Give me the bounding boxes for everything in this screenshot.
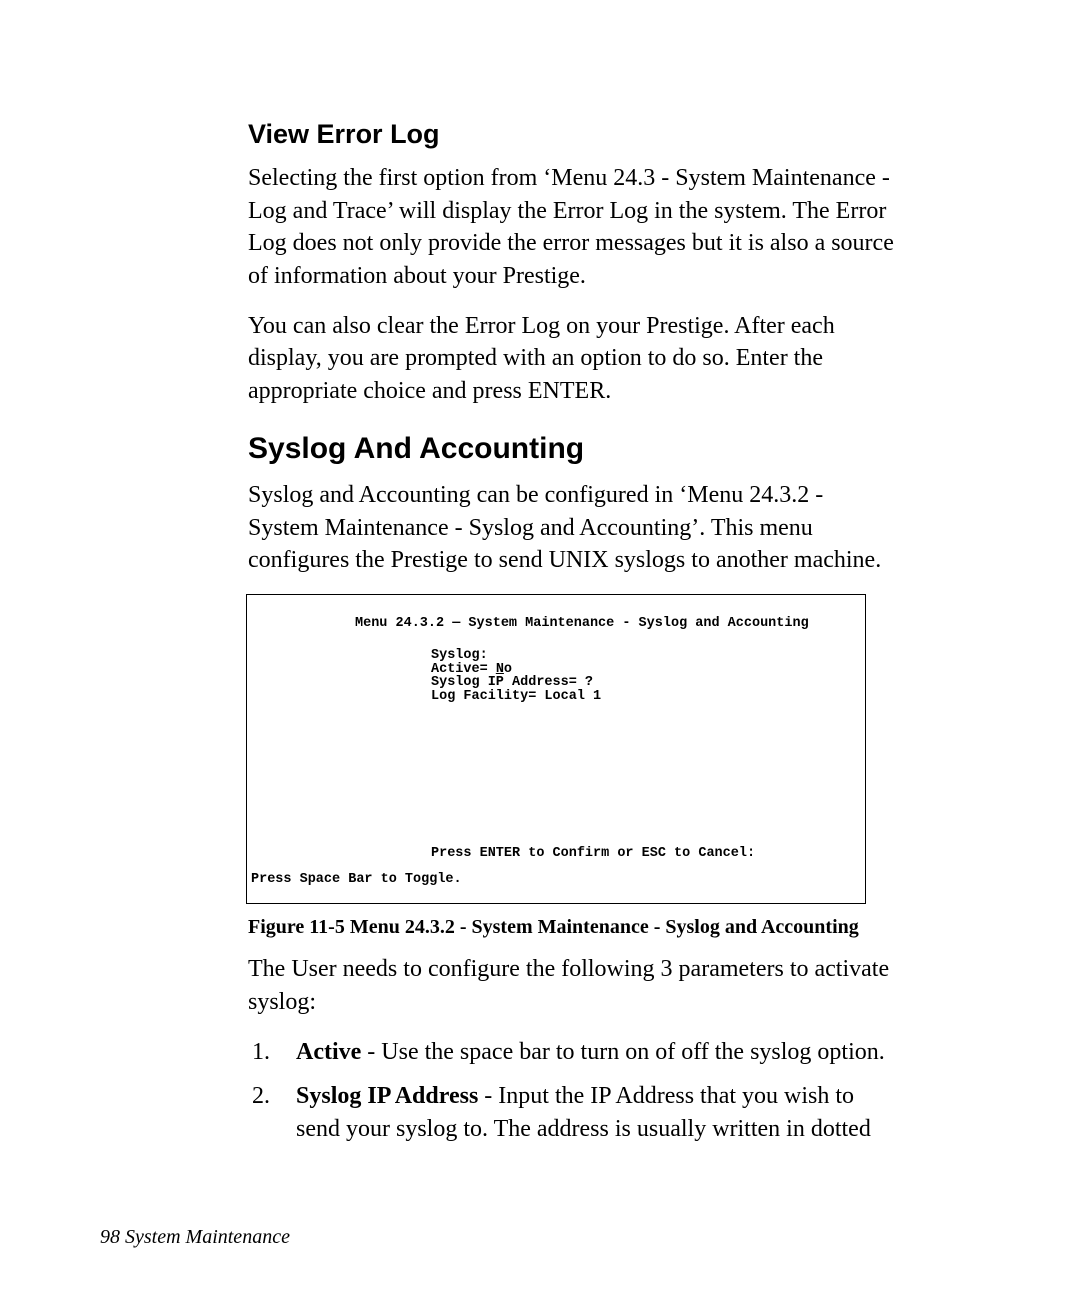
figure-title-line: Menu 24.3.2 — System Maintenance - Syslo… — [355, 617, 809, 631]
list-item-syslog-ip-bold: Syslog IP Address — [296, 1083, 478, 1109]
figure-title-suffix: System Maintenance - Syslog and Accounti… — [460, 616, 808, 631]
list-item-active-bold: Active — [296, 1039, 361, 1065]
para-view-error-log-2: You can also clear the Error Log on your… — [248, 310, 898, 407]
content-column: View Error Log Selecting the first optio… — [248, 118, 898, 1157]
figure-confirm-line: Press ENTER to Confirm or ESC to Cancel: — [431, 847, 755, 861]
heading-view-error-log: View Error Log — [248, 118, 898, 150]
parameter-list: Active - Use the space bar to turn on of… — [248, 1036, 898, 1145]
list-item-syslog-ip: Syslog IP Address - Input the IP Address… — [248, 1080, 898, 1145]
figure-body: Syslog: Active= No Syslog IP Address= ? … — [431, 649, 601, 703]
figure-footer-line: Press Space Bar to Toggle. — [251, 873, 462, 887]
list-item-active: Active - Use the space bar to turn on of… — [248, 1036, 898, 1068]
para-after-figure: The User needs to configure the followin… — [248, 953, 898, 1018]
page-footer-label: System Maintenance — [120, 1226, 290, 1248]
page: View Error Log Selecting the first optio… — [0, 0, 1080, 1311]
heading-syslog-accounting: Syslog And Accounting — [248, 431, 898, 467]
figure-title-prefix: Menu 24.3.2 — [355, 616, 452, 631]
list-item-active-rest: - Use the space bar to turn on of off th… — [361, 1039, 884, 1065]
para-view-error-log-1: Selecting the first option from ‘Menu 24… — [248, 162, 898, 292]
figure-caption: Figure 11-5 Menu 24.3.2 - System Mainten… — [248, 916, 898, 939]
page-number: 98 — [100, 1226, 120, 1248]
para-syslog-accounting-1: Syslog and Accounting can be configured … — [248, 479, 898, 576]
figure-terminal-screenshot: Menu 24.3.2 — System Maintenance - Syslo… — [246, 594, 866, 904]
figure-body-line4: Log Facility= Local 1 — [431, 689, 601, 704]
page-footer: 98 System Maintenance — [100, 1226, 290, 1249]
